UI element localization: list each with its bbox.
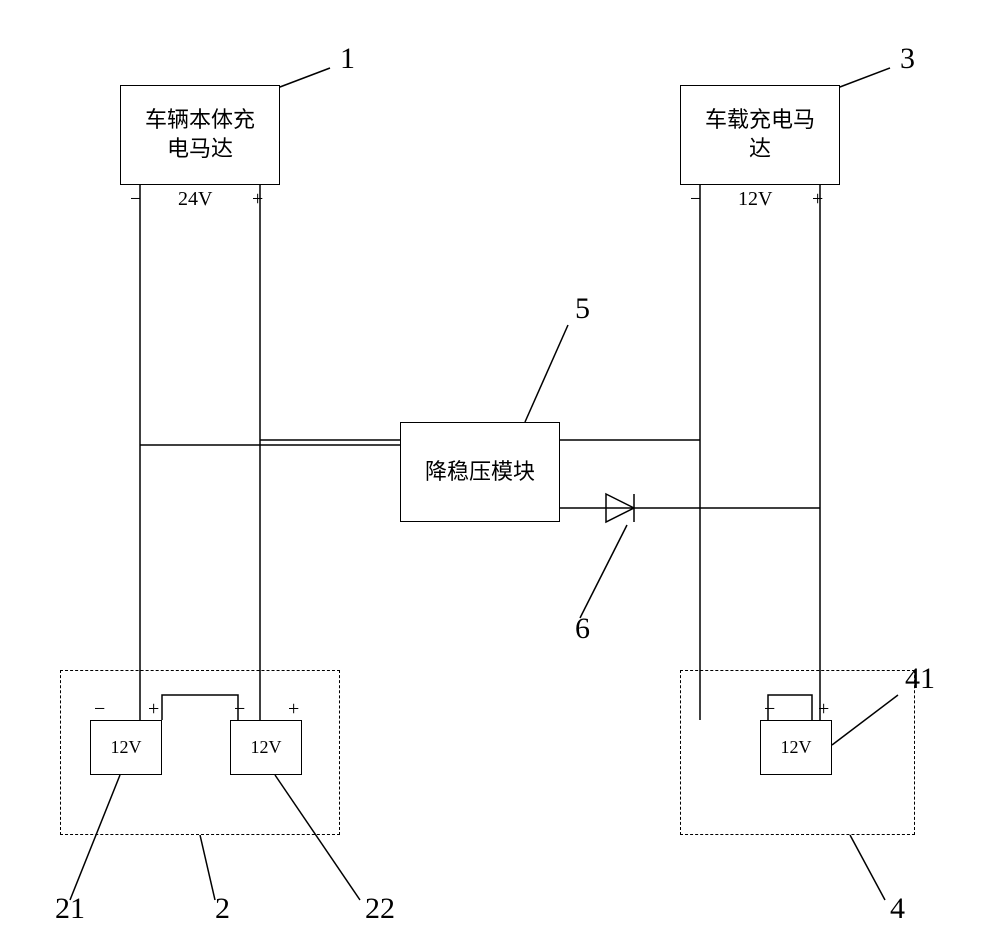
block-vehicle-body-charging-motor: 车辆本体充电马达 (120, 85, 280, 185)
block-3-plus: + (812, 188, 823, 211)
block-buck-regulator-module: 降稳压模块 (400, 422, 560, 522)
battery-41-plus: + (818, 698, 829, 721)
battery-22-minus: − (234, 698, 245, 721)
block-1-volt: 24V (178, 188, 212, 211)
diagram-canvas: 车辆本体充电马达 − 24V + 车载充电马达 − 12V + 降稳压模块 12… (0, 0, 1000, 947)
block-onboard-charging-motor: 车载充电马达 (680, 85, 840, 185)
callout-4: 4 (890, 892, 905, 926)
callout-3: 3 (900, 42, 915, 76)
battery-21: 12V (90, 720, 162, 775)
battery-22: 12V (230, 720, 302, 775)
callout-2: 2 (215, 892, 230, 926)
callout-1: 1 (340, 42, 355, 76)
battery-41: 12V (760, 720, 832, 775)
callout-41: 41 (905, 662, 935, 696)
block-1-minus: − (130, 188, 141, 211)
battery-41-label: 12V (781, 737, 812, 758)
block-3-volt: 12V (738, 188, 772, 211)
callout-5: 5 (575, 292, 590, 326)
callout-22: 22 (365, 892, 395, 926)
callout-6: 6 (575, 612, 590, 646)
block-3-minus: − (690, 188, 701, 211)
block-5-label: 降稳压模块 (425, 458, 535, 487)
battery-22-plus: + (288, 698, 299, 721)
battery-21-label: 12V (111, 737, 142, 758)
battery-21-minus: − (94, 698, 105, 721)
block-1-plus: + (252, 188, 263, 211)
battery-41-minus: − (764, 698, 775, 721)
battery-21-plus: + (148, 698, 159, 721)
block-1-label: 车辆本体充电马达 (145, 106, 255, 163)
battery-22-label: 12V (251, 737, 282, 758)
block-3-label: 车载充电马达 (705, 106, 815, 163)
callout-21: 21 (55, 892, 85, 926)
